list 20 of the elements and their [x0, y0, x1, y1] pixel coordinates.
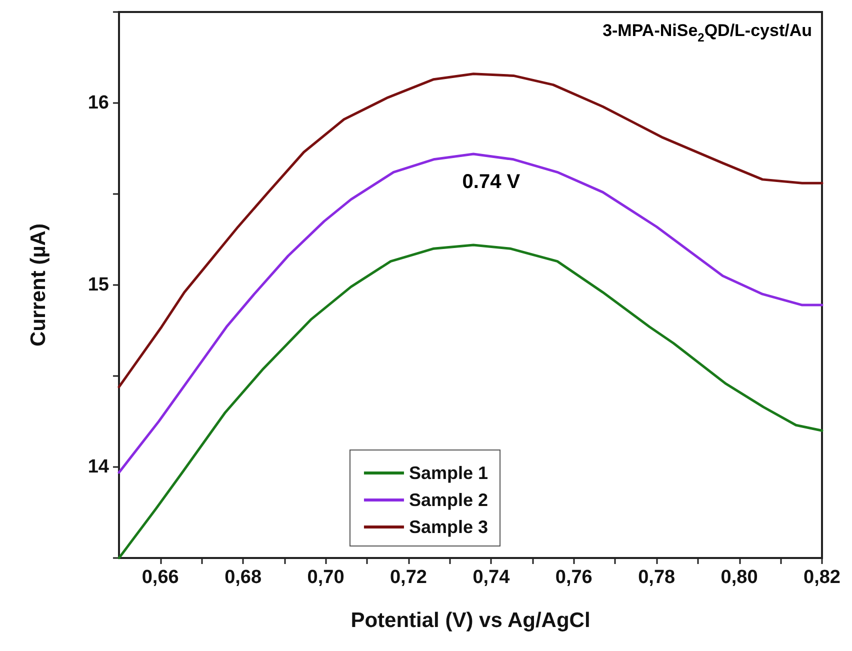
line-series: [118, 72, 824, 388]
x-tick-label: 0,78: [638, 567, 676, 588]
y-axis-title: Current (µA): [27, 224, 50, 346]
y-tick-label: 16: [88, 92, 109, 114]
x-tick-label: 0,76: [555, 567, 592, 588]
x-tick-label: 0,80: [720, 567, 758, 588]
y-tick-label: 15: [88, 274, 110, 296]
x-tick-label: 0,68: [224, 567, 262, 588]
annotation: 0.74 V: [462, 170, 521, 193]
legend-label: Sample 2: [408, 490, 488, 510]
x-axis-title: Potential (V) vs Ag/AgCl: [350, 609, 590, 632]
line-series: [118, 244, 824, 560]
x-tick-label: 0,70: [307, 567, 344, 588]
y-tick-label: 14: [88, 456, 110, 478]
legend-label: Sample 3: [408, 517, 488, 537]
x-tick-label: 0,74: [472, 567, 510, 588]
x-tick-label: 0,66: [142, 567, 179, 588]
legend-label: Sample 1: [408, 463, 488, 483]
x-tick-label: 0,82: [804, 567, 840, 588]
x-tick-label: 0,72: [390, 567, 427, 588]
